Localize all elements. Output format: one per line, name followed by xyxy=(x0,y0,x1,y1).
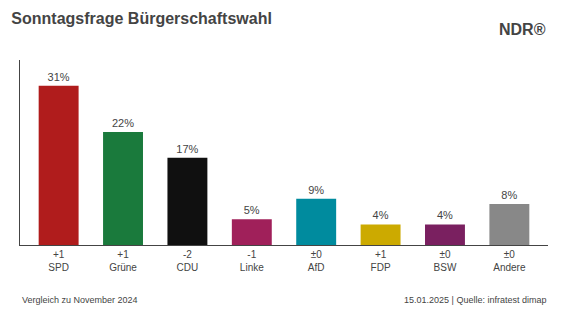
svg-text:-1Linke: -1Linke xyxy=(240,249,264,273)
svg-text:22%: 22% xyxy=(112,117,134,129)
svg-text:±0AfD: ±0AfD xyxy=(308,249,325,273)
svg-text:+1FDP: +1FDP xyxy=(371,249,391,273)
svg-text:5%: 5% xyxy=(244,204,260,216)
svg-text:±0BSW: ±0BSW xyxy=(434,249,457,273)
svg-text:-2CDU: -2CDU xyxy=(177,249,199,273)
svg-text:NDR®: NDR® xyxy=(499,21,546,38)
svg-text:Vergleich zu November 2024: Vergleich zu November 2024 xyxy=(22,295,138,305)
svg-text:4%: 4% xyxy=(373,209,389,221)
svg-text:Sonntagsfrage Bürgerschaftswah: Sonntagsfrage Bürgerschaftswahl xyxy=(11,10,272,27)
svg-text:+1Grüne: +1Grüne xyxy=(109,249,137,273)
svg-text:15.01.2025 | Quelle: infratest: 15.01.2025 | Quelle: infratest dimap xyxy=(404,295,546,305)
svg-text:9%: 9% xyxy=(308,184,324,196)
svg-text:31%: 31% xyxy=(48,71,70,83)
svg-text:4%: 4% xyxy=(437,209,453,221)
svg-text:17%: 17% xyxy=(176,143,198,155)
svg-text:8%: 8% xyxy=(501,189,517,201)
svg-text:±0Andere: ±0Andere xyxy=(493,249,526,273)
svg-text:+1SPD: +1SPD xyxy=(48,249,69,273)
